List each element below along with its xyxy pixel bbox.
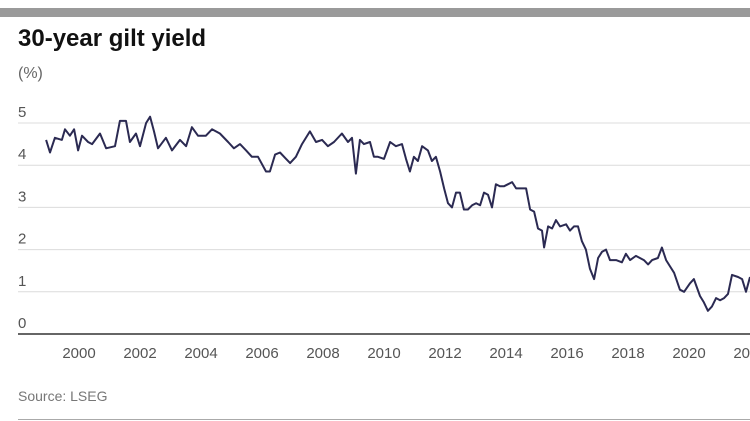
x-tick-label: 2008 [306, 345, 339, 362]
x-tick-label: 2016 [550, 345, 583, 362]
y-axis-label: (%) [18, 65, 43, 82]
source: Source: LSEG [18, 388, 108, 404]
x-tick-label: 2022 [733, 345, 750, 362]
y-tick-label: 4 [18, 146, 26, 163]
y-tick-label: 1 [18, 273, 26, 290]
x-tick-label: 2020 [672, 345, 705, 362]
x-tick-label: 2014 [489, 345, 522, 362]
x-tick-label: 2004 [184, 345, 217, 362]
y-tick-label: 5 [18, 104, 26, 121]
line-series [45, 115, 750, 312]
x-tick-label: 2010 [367, 345, 400, 362]
chart-title: 30-year gilt yield [18, 25, 206, 52]
x-tick-label: 2012 [428, 345, 461, 362]
x-tick-label: 2002 [123, 345, 156, 362]
top-bar [0, 8, 750, 17]
x-tick-label: 2006 [245, 345, 278, 362]
x-tick-label: 2000 [62, 345, 95, 362]
y-tick-label: 2 [18, 231, 26, 248]
y-tick-label: 3 [18, 188, 26, 205]
y-tick-label: 0 [18, 315, 26, 332]
x-tick-label: 2018 [611, 345, 644, 362]
